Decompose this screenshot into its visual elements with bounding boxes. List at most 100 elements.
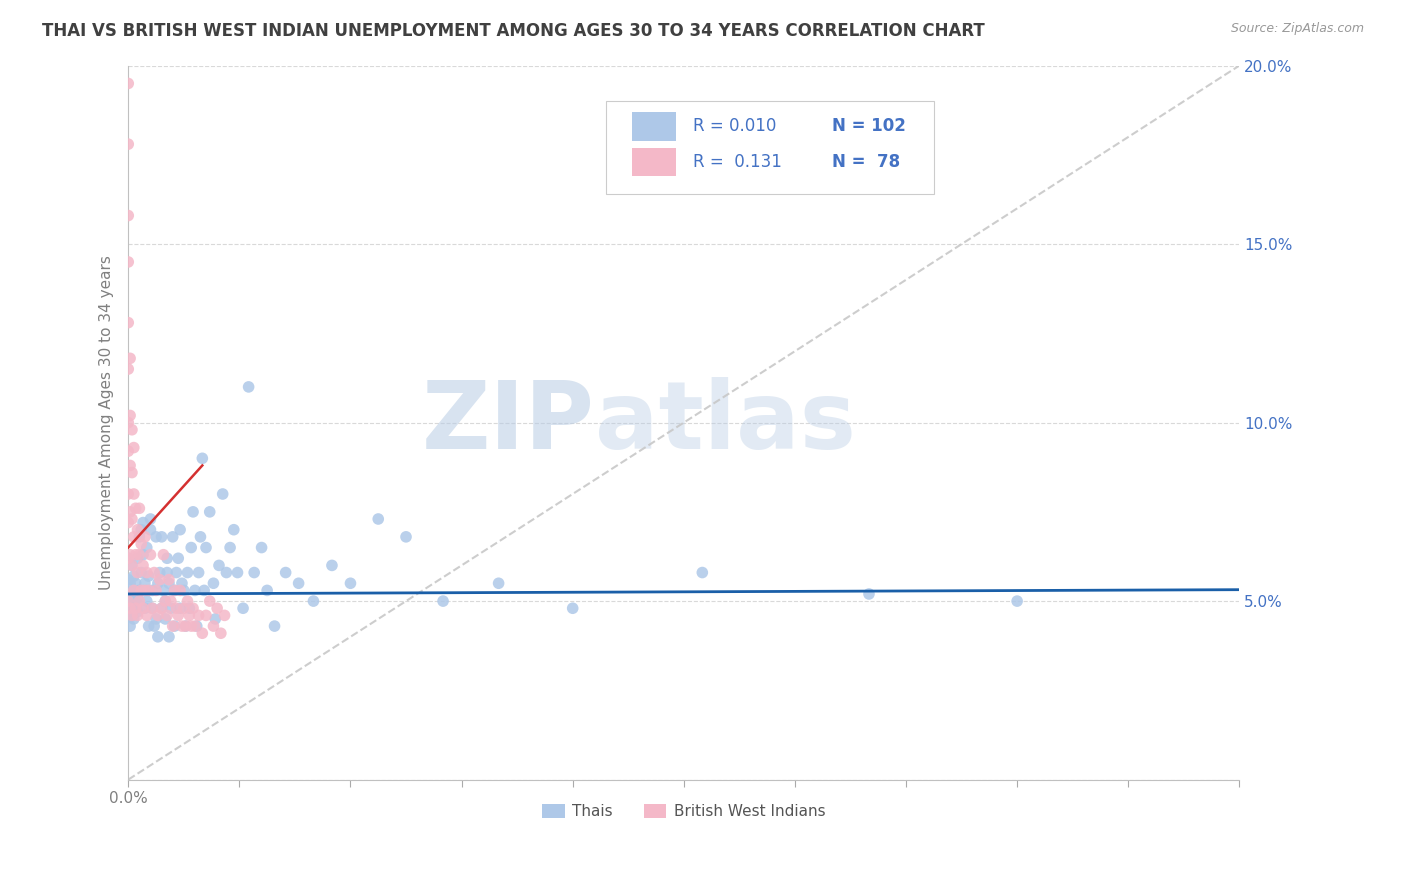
Point [122,441,145,455]
Point [211,487,233,501]
Point [181,505,204,519]
Point [561,601,583,615]
Point [155,612,177,626]
Text: N =  78: N = 78 [831,153,900,171]
Point [127,608,149,623]
Point [163,619,186,633]
Point [165,566,187,580]
Point [157,630,180,644]
Point [124,601,146,615]
Point [117,444,139,458]
Point [138,569,160,583]
Point [117,209,139,223]
Point [122,530,145,544]
Point [1005,594,1028,608]
Point [127,591,149,605]
Point [117,137,139,152]
Point [120,591,142,605]
Point [167,608,190,623]
Point [128,548,150,562]
Point [129,566,152,580]
Point [238,380,260,394]
Point [488,576,510,591]
Point [122,487,145,501]
Point [198,505,221,519]
Point [205,601,228,615]
Point [128,501,150,516]
Text: R = 0.010: R = 0.010 [693,117,776,136]
Point [149,573,172,587]
Point [162,530,184,544]
Point [145,583,167,598]
Point [124,601,146,615]
Point [139,548,162,562]
Point [165,601,187,615]
Point [156,551,179,566]
Point [180,619,202,633]
Point [321,558,343,573]
Point [222,523,245,537]
Point [287,576,309,591]
Point [157,573,180,587]
Point [193,583,215,598]
Point [121,558,143,573]
Point [263,619,285,633]
Point [186,619,208,633]
Point [156,566,179,580]
Point [134,601,156,615]
Point [219,541,242,555]
Point [127,605,149,619]
Point [120,619,142,633]
Point [129,523,152,537]
Point [170,576,193,591]
Legend: Thais, British West Indians: Thais, British West Indians [536,798,832,825]
Point [170,619,193,633]
Point [179,608,201,623]
Point [152,548,174,562]
Point [146,630,169,644]
Point [117,551,139,566]
Point [169,601,191,615]
Point [135,566,157,580]
Point [156,608,179,623]
Point [117,573,139,587]
Point [187,566,209,580]
Point [692,566,714,580]
Point [121,598,143,612]
Point [209,626,232,640]
Point [157,576,180,591]
Point [121,558,143,573]
Point [117,516,139,530]
Point [858,587,880,601]
Point [120,605,142,619]
Point [190,530,212,544]
Point [174,619,197,633]
Point [124,576,146,591]
Point [195,608,218,623]
Point [187,608,209,623]
Point [120,576,142,591]
Point [339,576,361,591]
Point [256,583,278,598]
Point [146,576,169,591]
Point [173,601,195,615]
Point [120,505,142,519]
Point [124,594,146,608]
Point [250,541,273,555]
Point [162,619,184,633]
Point [120,351,142,366]
Point [180,541,202,555]
Point [120,458,142,473]
FancyBboxPatch shape [606,102,934,194]
Point [243,566,266,580]
Point [204,612,226,626]
Point [134,583,156,598]
Point [139,512,162,526]
Point [121,423,143,437]
Point [122,583,145,598]
Point [120,601,142,615]
Point [117,362,139,376]
Point [117,416,139,430]
Text: R =  0.131: R = 0.131 [693,153,782,171]
Point [145,530,167,544]
